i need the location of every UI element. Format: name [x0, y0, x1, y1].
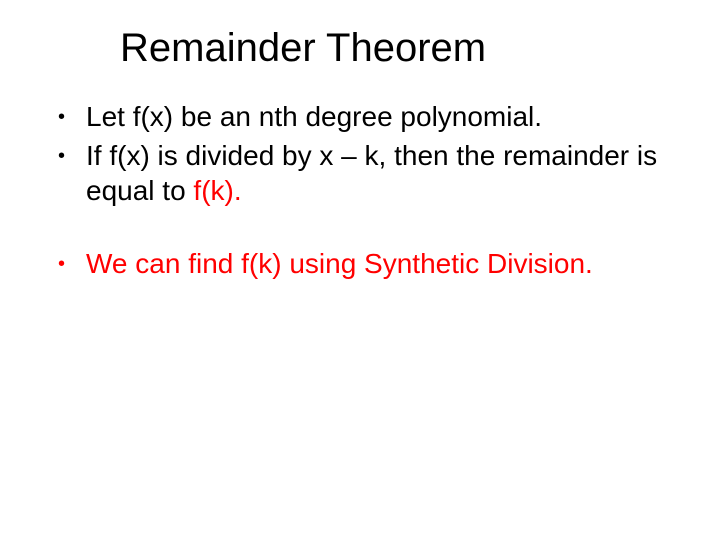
slide-body: • Let f(x) be an nth degree polynomial. …	[0, 71, 720, 281]
bullet-text: Let f(x) be an nth degree polynomial.	[86, 99, 680, 134]
bullet-marker: •	[58, 99, 86, 130]
spacer	[58, 212, 680, 246]
bullet-item: • If f(x) is divided by x – k, then the …	[58, 138, 680, 208]
text-run: If f(x) is divided by x – k, then the re…	[86, 140, 657, 206]
text-run: Let f(x) be an nth degree polynomial.	[86, 101, 542, 132]
bullet-marker: •	[58, 246, 86, 277]
bullet-item: • We can find f(k) using Synthetic Divis…	[58, 246, 680, 281]
slide-title: Remainder Theorem	[0, 0, 720, 71]
text-run: We can find f(k) using Synthetic Divisio…	[86, 248, 593, 279]
bullet-item: • Let f(x) be an nth degree polynomial.	[58, 99, 680, 134]
text-run: f(k).	[193, 175, 241, 206]
bullet-text: We can find f(k) using Synthetic Divisio…	[86, 246, 680, 281]
bullet-marker: •	[58, 138, 86, 169]
bullet-text: If f(x) is divided by x – k, then the re…	[86, 138, 680, 208]
